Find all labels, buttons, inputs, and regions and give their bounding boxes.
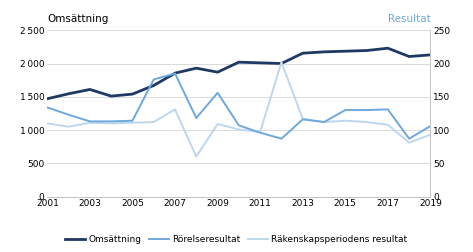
Text: Resultat: Resultat [388, 14, 430, 24]
Legend: Omsättning, Rörelseresultat, Räkenskapsperiodens resultat: Omsättning, Rörelseresultat, Räkenskapsp… [62, 231, 411, 247]
Text: Omsättning: Omsättning [47, 14, 109, 24]
